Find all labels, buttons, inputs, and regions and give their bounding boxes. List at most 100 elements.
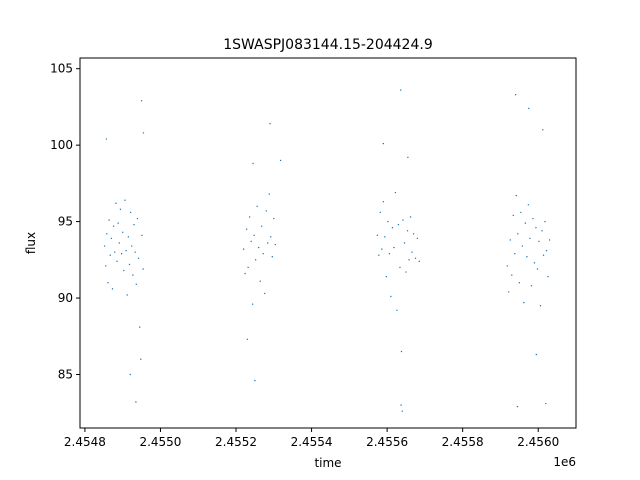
data-point [407,156,409,159]
data-point [125,249,127,252]
data-point [518,282,521,284]
y-axis: 85 90 95 100 105 [50,62,80,381]
data-point [245,228,248,230]
data-point [129,373,131,376]
data-point [547,275,549,278]
data-point [411,251,413,253]
x-tick-label: 2.4548 [64,435,106,449]
data-point [107,282,109,284]
data-point [403,242,406,244]
data-point [514,93,517,96]
data-point [541,230,543,232]
data-point [271,256,273,258]
data-point [134,251,136,253]
data-point [536,268,539,270]
data-point [109,254,111,256]
data-point [521,245,524,247]
data-point [397,223,400,226]
data-point [111,288,114,290]
data-point [247,266,249,269]
data-point [119,208,122,211]
data-point [242,248,245,250]
data-point [418,260,420,263]
data-point [382,142,385,145]
x-tick-label: 2.4552 [215,435,257,449]
data-point [252,162,254,165]
data-point [538,240,540,243]
data-point [381,248,383,250]
data-point [140,100,143,102]
data-point [511,274,513,276]
data-point [118,242,120,244]
data-point [414,257,417,259]
y-tick-label: 105 [50,62,73,76]
data-point [390,295,392,298]
data-point [388,253,391,255]
data-points [103,89,551,412]
x-axis-offset-label: 1e6 [553,455,576,469]
data-point [141,234,143,237]
data-point [129,211,132,214]
data-point [376,234,378,237]
data-point [401,410,403,412]
data-point [548,239,551,241]
data-point [269,123,271,125]
data-point [123,269,125,272]
data-point [545,402,547,405]
data-point [103,245,106,247]
data-point [523,301,525,304]
data-point [545,249,548,252]
y-tick-label: 95 [58,215,73,229]
data-point [396,309,398,311]
data-point [400,89,402,91]
data-point [132,274,134,276]
data-point [264,292,266,295]
data-point [528,107,530,110]
data-point [532,217,534,220]
data-point [539,304,542,307]
data-point [256,205,258,208]
data-point [514,253,516,255]
data-point [412,233,415,235]
data-point [409,216,412,218]
data-point [135,283,137,285]
data-point [406,230,409,232]
data-point [527,204,530,206]
data-point [259,280,261,282]
data-point [248,216,251,218]
data-point [106,233,108,235]
data-point [261,225,263,227]
plot-frame [79,57,577,429]
y-tick-label: 100 [50,138,73,152]
data-point [273,217,275,220]
data-point [517,233,519,235]
data-point [508,291,510,293]
data-point [408,259,410,261]
data-point [268,193,270,195]
data-point [127,236,130,238]
data-point [142,132,145,134]
data-point [110,237,113,240]
data-point [265,210,267,212]
data-point [105,138,108,140]
data-point [254,259,257,261]
data-point [544,220,546,223]
data-point [257,246,260,249]
y-tick-label: 85 [58,367,73,381]
data-point [112,225,115,227]
x-axis-label: time [314,456,341,470]
data-point [254,379,256,382]
data-point [535,353,538,356]
data-point [405,271,407,273]
data-point [520,211,522,214]
data-point [382,201,385,203]
data-point [400,404,402,406]
data-point [524,222,527,224]
data-point [244,272,246,275]
data-point [270,236,272,238]
data-point [133,223,135,226]
x-tick-label: 2.4554 [291,435,333,449]
data-point [506,265,508,267]
data-point [246,338,249,341]
